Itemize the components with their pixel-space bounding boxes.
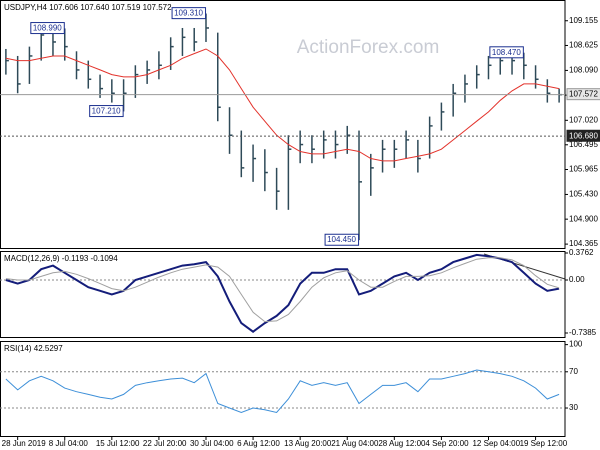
current-price-label: 107.572 (569, 90, 598, 99)
high-label-box (489, 46, 524, 59)
y-tick-label: 0.00 (569, 275, 585, 284)
panel-title: MACD(12,26,9) -0.1193 -0.1094 (4, 254, 118, 263)
x-tick-label: 28 Aug 12:00 (378, 439, 426, 448)
panel-title: USDJPY,H4 107.606 107.640 107.519 107.57… (4, 3, 172, 12)
y-tick-label: -0.7385 (569, 328, 597, 337)
y-tick-label: 100 (569, 340, 583, 349)
y-tick-label: 107.020 (569, 115, 598, 124)
x-tick-label: 6 Aug 12:00 (237, 439, 280, 448)
low-label-box (324, 233, 360, 246)
high-label-box (30, 22, 65, 35)
x-tick-label: 28 Jun 2019 (2, 439, 47, 448)
series-line (5, 369, 560, 414)
panel-frame (0, 251, 566, 338)
high-label: 108.990 (33, 24, 62, 33)
watermark: ActionForex.com (297, 37, 440, 58)
y-tick-label: 70 (569, 367, 578, 376)
x-tick-label: 19 Sep 12:00 (520, 439, 568, 448)
y-tick-label: 104.900 (569, 214, 598, 223)
series-line (5, 257, 560, 323)
x-tick-label: 15 Jul 12:00 (96, 439, 140, 448)
panel-title: RSI(14) 42.5297 (4, 344, 63, 353)
low-label-box (89, 105, 124, 118)
x-tick-label: 30 Jul 04:00 (190, 439, 234, 448)
panel-frame (0, 341, 566, 437)
high-label: 109.310 (174, 9, 203, 18)
high-label: 108.470 (492, 48, 521, 57)
y-tick-label: 108.090 (569, 66, 598, 75)
series-line (5, 253, 560, 333)
y-tick-label: 109.155 (569, 16, 598, 25)
low-label: 104.450 (327, 235, 356, 244)
current-price-box (566, 88, 600, 101)
x-tick-label: 13 Aug 20:00 (284, 439, 332, 448)
level-label: 106.680 (569, 131, 598, 140)
low-label: 107.210 (92, 107, 121, 116)
x-tick-label: 12 Sep 04:00 (472, 439, 520, 448)
level-label-box (566, 129, 600, 142)
x-tick-label: 8 Jul 04:00 (49, 439, 89, 448)
y-tick-label: 106.495 (569, 140, 598, 149)
y-tick-label: 105.965 (569, 165, 598, 174)
y-tick-label: 0.3762 (569, 248, 594, 257)
series-line (5, 48, 560, 162)
y-tick-label: 104.365 (569, 239, 598, 248)
y-tick-label: 108.625 (569, 41, 598, 50)
y-tick-label: 30 (569, 403, 578, 412)
y-tick-label: 105.430 (569, 190, 598, 199)
x-tick-label: 21 Aug 04:00 (331, 439, 379, 448)
x-tick-label: 22 Jul 20:00 (143, 439, 187, 448)
panel-frame (0, 0, 566, 249)
x-tick-label: 4 Sep 20:00 (425, 439, 469, 448)
high-label-box (171, 7, 207, 20)
